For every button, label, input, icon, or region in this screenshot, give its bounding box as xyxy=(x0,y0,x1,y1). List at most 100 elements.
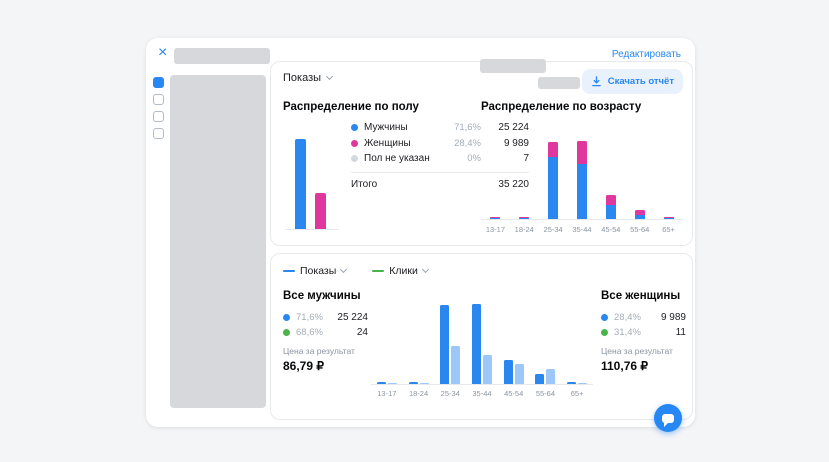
gender-legend-row: Женщины 28,4% 9 989 xyxy=(351,136,529,152)
series-dot xyxy=(601,329,608,336)
summary-value: 24 xyxy=(356,327,368,338)
gender-axis xyxy=(285,229,339,230)
x-axis-label: 45-54 xyxy=(601,225,621,234)
age-bar-female xyxy=(519,216,530,218)
gender-legend-row: Пол не указан 0% 7 xyxy=(351,151,529,167)
summary-row: 71,6% 25 224 xyxy=(283,310,368,325)
sidebar-tab-doc-icon[interactable] xyxy=(153,94,164,105)
close-icon[interactable]: × xyxy=(158,44,168,61)
gender-total-row: Итого 35 220 xyxy=(351,177,529,193)
chat-icon xyxy=(662,413,674,427)
women-legend: 28,4% 9 989 31,4% 11 xyxy=(601,310,686,340)
series-dot xyxy=(351,124,358,132)
gender-bar xyxy=(295,139,306,229)
summary-value: 9 989 xyxy=(660,312,686,323)
summary-row: 68,6% 24 xyxy=(283,325,368,340)
blurred-campaign-title xyxy=(174,48,270,64)
legend-percent: 0% xyxy=(467,153,481,165)
download-label: Скачать отчёт xyxy=(607,76,674,87)
clicks-bar xyxy=(514,363,524,384)
age-bar-male xyxy=(519,217,530,219)
compare-axis xyxy=(371,384,593,385)
x-axis-label: 45-54 xyxy=(504,389,524,398)
impressions-bar xyxy=(376,382,386,384)
gender-chart-title: Распределение по полу xyxy=(283,101,419,113)
age-bar-male xyxy=(577,163,587,219)
gender-bar xyxy=(315,193,326,229)
download-report-button[interactable]: Скачать отчёт xyxy=(581,69,683,94)
impressions-clicks-chart: 13-17 18-24 25-34 35-44 45-54 55-64 65+ xyxy=(371,280,593,398)
series-dot xyxy=(351,139,358,147)
men-title: Все мужчины xyxy=(283,290,361,302)
x-axis-label: 55-64 xyxy=(535,389,555,398)
legend-value: 9 989 xyxy=(503,137,529,149)
x-axis-label: 13-17 xyxy=(485,225,506,234)
gender-legend: Мужчины 71,6% 25 224 Женщины 28,4% 9 989 Пол н… xyxy=(351,120,529,192)
x-axis-label: 25-34 xyxy=(440,389,460,398)
age-bar-male xyxy=(490,217,501,219)
age-bar-female xyxy=(663,216,674,218)
men-price-value: 86,79 ₽ xyxy=(283,359,324,373)
compare-selector-label: Показы xyxy=(300,265,337,277)
clicks-bar xyxy=(451,346,461,384)
gender-legend-row: Мужчины 71,6% 25 224 xyxy=(351,120,529,136)
x-axis-label: 35-44 xyxy=(572,225,592,234)
age-bar-female xyxy=(490,216,501,218)
clicks-bar xyxy=(387,382,397,384)
legend-percent: 28,4% xyxy=(454,137,481,149)
compare-selector[interactable]: Клики xyxy=(372,265,429,277)
sidebar-tab-list-icon[interactable] xyxy=(153,111,164,122)
edit-button[interactable]: Редактировать xyxy=(611,49,681,60)
impressions-bar xyxy=(440,304,450,384)
men-legend: 71,6% 25 224 68,6% 24 xyxy=(283,310,368,340)
age-bar-female xyxy=(605,195,616,205)
age-axis xyxy=(481,219,683,220)
impressions-bar xyxy=(503,359,513,384)
sidebar-tabs xyxy=(153,77,164,139)
sidebar-tab-history-icon[interactable] xyxy=(153,128,164,139)
series-dot xyxy=(351,155,358,163)
x-axis-label: 55-64 xyxy=(630,225,650,234)
demographics-card: Показы Клики Все мужчины 71,6% 25 224 68,6%… xyxy=(270,253,693,420)
women-price-value: 110,76 ₽ xyxy=(601,359,649,373)
chevron-down-icon xyxy=(421,265,429,274)
total-value: 35 220 xyxy=(498,178,529,190)
legend-divider xyxy=(351,171,529,173)
blurred-filter-label xyxy=(480,59,546,73)
series-dot xyxy=(601,314,608,321)
metric-selector-label: Показы xyxy=(283,72,322,84)
series-dash xyxy=(372,269,385,273)
impressions-bar xyxy=(567,382,577,384)
impressions-bar xyxy=(535,374,545,384)
series-dot xyxy=(283,314,290,321)
series-dash xyxy=(283,269,295,273)
sidebar-tab-stats-icon[interactable] xyxy=(153,77,164,88)
age-bar-male xyxy=(548,157,559,219)
x-axis-label: 18-24 xyxy=(514,225,534,234)
distribution-card: Показы Скачать отчёт Распределение по по… xyxy=(270,61,693,246)
chevron-down-icon xyxy=(325,72,334,81)
x-axis-label: 65+ xyxy=(570,389,584,398)
compare-selector-label: Клики xyxy=(389,265,418,277)
blurred-filter-label xyxy=(538,77,580,89)
series-dot xyxy=(283,329,290,336)
summary-percent: 31,4% xyxy=(614,327,641,338)
summary-value: 25 224 xyxy=(337,312,368,323)
support-chat-button[interactable] xyxy=(654,404,682,432)
women-title: Все женщины xyxy=(601,290,681,302)
men-price-label: Цена за результат xyxy=(283,346,355,356)
men-summary: Все мужчины 71,6% 25 224 68,6% 24 Цена за р… xyxy=(283,290,368,373)
chevron-down-icon xyxy=(340,265,348,274)
clicks-bar xyxy=(419,382,429,384)
metric-selector[interactable]: Показы xyxy=(283,72,334,84)
legend-value: 25 224 xyxy=(498,122,529,134)
summary-percent: 28,4% xyxy=(614,312,641,323)
gender-chart xyxy=(285,122,343,234)
age-bar-female xyxy=(548,141,559,158)
legend-value: 7 xyxy=(523,153,529,165)
compare-selector[interactable]: Показы xyxy=(283,265,348,277)
total-label: Итого xyxy=(351,178,378,190)
legend-label: Мужчины xyxy=(364,122,408,134)
impressions-bar xyxy=(472,304,481,384)
clicks-bar xyxy=(578,382,588,384)
